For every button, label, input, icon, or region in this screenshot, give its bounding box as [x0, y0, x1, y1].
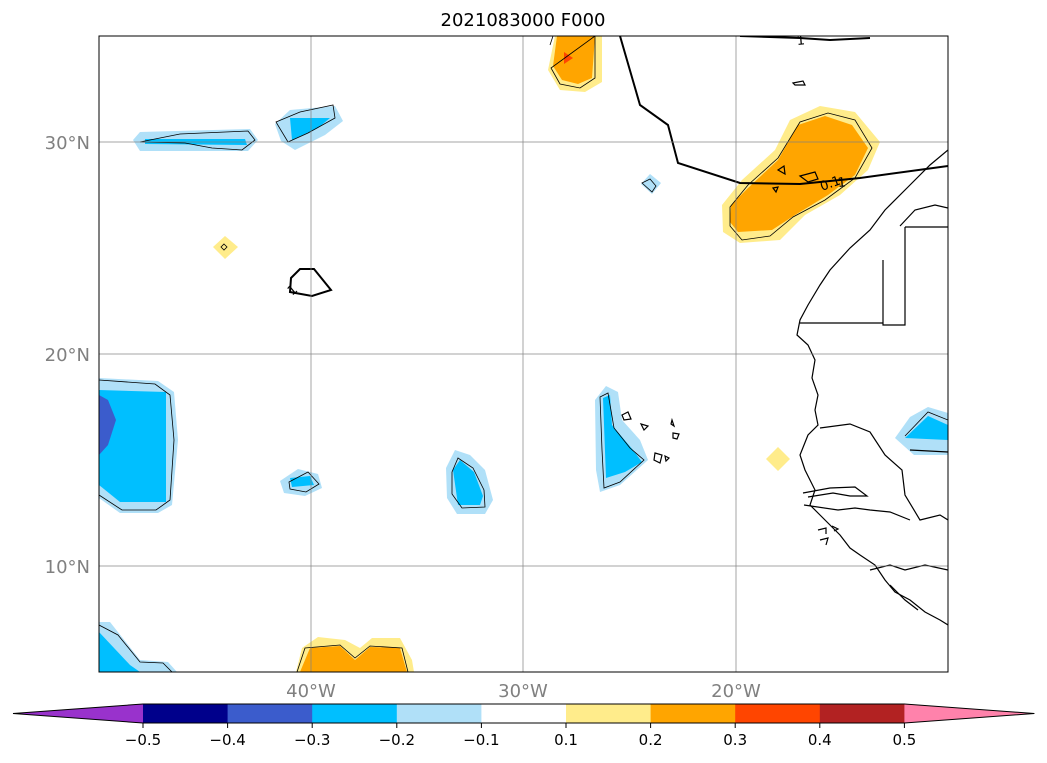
thin-contour-5 — [451, 457, 486, 509]
thin-contour-4 — [288, 471, 320, 493]
colorbar-tick-label: −0.4 — [209, 731, 245, 749]
neg-region-west-15n-core — [99, 395, 116, 455]
neg-region-6n-core — [99, 632, 140, 672]
thin-contour-7 — [641, 178, 657, 193]
pos-region-28n-mid — [730, 116, 868, 232]
pos-region-34n-mid — [553, 36, 595, 84]
positive-anomaly-regions — [213, 36, 880, 672]
colorbar-segment — [312, 704, 398, 723]
x-tick-40w: 40°W — [286, 681, 336, 702]
colorbar-segment — [481, 704, 567, 723]
y-tick-20n: 20°N — [45, 345, 90, 366]
madeira — [791, 80, 806, 86]
thick-contour-1 — [619, 36, 948, 186]
cape-verde-1 — [621, 411, 632, 421]
y-tick-30n: 30°N — [45, 133, 90, 154]
cape-verde-3 — [670, 417, 676, 428]
colorbar-tick-label: −0.1 — [463, 731, 499, 749]
cape-verde-4 — [672, 432, 680, 440]
colorbar-tick-label: −0.5 — [125, 731, 161, 749]
border-guinea-bissau — [803, 504, 911, 521]
coastline-africa-west — [796, 149, 948, 626]
colorbar: −0.5 −0.4 −0.3 −0.2 −0.1 0.1 0.2 0.3 0.4 0.5 — [12, 703, 1035, 749]
canary-island-2 — [771, 186, 779, 194]
neg-region-14n-b-core — [453, 460, 483, 505]
colorbar-tick-label: 0.2 — [639, 731, 663, 749]
colorbar-segment — [566, 704, 652, 723]
contour-label-3: 1 — [837, 175, 847, 191]
contour-label-2: 1 — [796, 33, 806, 49]
colorbar-tick-label: −0.3 — [294, 731, 330, 749]
map-frame — [98, 35, 949, 673]
thin-contour-10 — [296, 644, 409, 672]
thin-contour-6 — [599, 392, 645, 489]
colorbar-extend-high — [904, 704, 1035, 723]
colorbar-segment — [650, 704, 736, 723]
thin-contour-8 — [904, 411, 948, 437]
map-area: 1 1 1 0.1 — [99, 33, 948, 672]
contour-label-4: 0.1 — [818, 174, 843, 195]
coastlines — [621, 80, 948, 626]
pos-region-25n — [213, 236, 238, 259]
neg-region-28n — [641, 174, 661, 194]
neg-region-16n-core — [603, 395, 642, 478]
thin-contour-1 — [99, 379, 175, 511]
border-gambia — [802, 486, 869, 498]
thick-contours — [288, 36, 948, 298]
canary-island-3 — [798, 171, 819, 183]
neg-region-30n-b-core — [290, 118, 330, 140]
cape-verde-5 — [653, 452, 663, 464]
border-guinea — [869, 564, 948, 571]
cape-verde-6 — [664, 454, 671, 463]
colorbar-segment — [396, 704, 482, 723]
x-axis-ticks: 40°W 30°W 20°W — [286, 681, 761, 702]
border-senegal-north — [819, 423, 948, 521]
colorbar-segment — [735, 704, 821, 723]
thin-contours — [99, 36, 948, 672]
colorbar-tick-label: 0.1 — [554, 731, 578, 749]
colorbar-segment — [819, 704, 905, 723]
gridlines — [99, 36, 948, 672]
colorbar-segment — [143, 704, 229, 723]
neg-region-west-15n-mid — [99, 390, 166, 502]
colorbar-tick-label: 0.4 — [808, 731, 832, 749]
negative-anomaly-regions — [99, 106, 948, 672]
cape-verde-2 — [639, 423, 650, 432]
y-axis-ticks: 30°N 20°N 10°N — [45, 133, 90, 578]
thick-contour-3 — [739, 36, 871, 42]
colorbar-extend-low — [13, 704, 143, 723]
colorbar-tick-label: 0.5 — [892, 731, 916, 749]
border-sierra-leone — [889, 584, 919, 611]
colorbar-tick-label: −0.2 — [379, 731, 415, 749]
thin-contour-9 — [99, 624, 173, 672]
coastline-iberia — [899, 204, 948, 227]
thin-contour-2 — [139, 130, 256, 151]
x-tick-20w: 20°W — [711, 681, 761, 702]
colorbar-segment — [227, 704, 313, 723]
colorbar-tick-label: 0.3 — [723, 731, 747, 749]
pos-region-6n-core — [300, 646, 407, 672]
thin-contour-13 — [549, 36, 596, 89]
pos-region-34n-core — [564, 52, 573, 64]
bijagos-islands — [817, 525, 840, 546]
chart-title: 2021083000 F000 — [441, 10, 606, 31]
y-tick-10n: 10°N — [45, 557, 90, 578]
thick-contour-2 — [288, 268, 333, 298]
border-western-sahara — [882, 227, 906, 326]
x-tick-30w: 30°W — [498, 681, 548, 702]
border-mali — [909, 449, 948, 453]
thin-contour-11 — [729, 112, 873, 241]
thin-contour-12 — [220, 243, 228, 251]
canary-island-1 — [776, 164, 786, 176]
pos-region-15n — [766, 447, 790, 471]
neg-region-east-16n-core — [905, 416, 948, 440]
